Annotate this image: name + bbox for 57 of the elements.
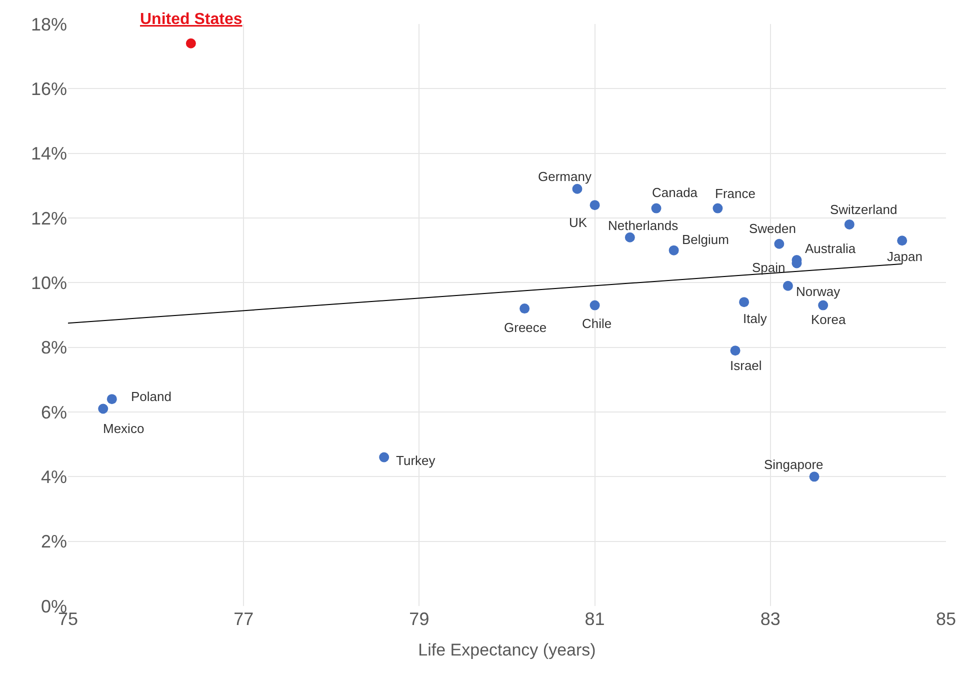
annotation: Israel xyxy=(730,358,762,373)
y-tick-label: 8% xyxy=(40,338,67,358)
annotation: United States xyxy=(140,11,242,28)
annotation: Switzerland xyxy=(830,202,898,217)
point xyxy=(624,232,635,242)
annotation: Singapore xyxy=(764,457,824,472)
annotation: Sweden xyxy=(749,221,796,236)
y-tick-label: 10% xyxy=(30,272,67,293)
x-tick-label: 85 xyxy=(936,609,956,629)
point xyxy=(774,238,784,249)
point xyxy=(712,203,723,214)
y-tick-label: 4% xyxy=(40,466,67,487)
y-tick-label: 18% xyxy=(30,14,67,34)
point xyxy=(897,236,908,246)
annotation: Mexico xyxy=(103,421,144,436)
point xyxy=(106,394,117,404)
point xyxy=(186,38,196,48)
x-tick-label: 79 xyxy=(409,609,430,629)
point xyxy=(844,219,854,230)
point xyxy=(572,184,582,194)
y-tick-label: 12% xyxy=(30,208,67,228)
annotation: Belgium xyxy=(682,232,729,247)
point xyxy=(782,280,793,291)
annotation: Canada xyxy=(652,185,698,200)
point xyxy=(818,300,828,310)
point xyxy=(809,472,820,482)
annotation: Japan xyxy=(887,249,922,264)
annotation: Poland xyxy=(131,389,172,404)
annotation: Korea xyxy=(811,312,846,327)
annotation: Australia xyxy=(805,241,856,256)
x-axis-title: Life Expectancy (years) xyxy=(418,640,596,660)
annotation: Germany xyxy=(538,169,592,184)
point xyxy=(730,346,740,356)
annotation: Chile xyxy=(582,316,612,331)
y-tick-label: 14% xyxy=(30,144,67,164)
y-tick-label: 2% xyxy=(40,532,67,552)
x-tick-label: 83 xyxy=(760,609,780,629)
point xyxy=(739,297,750,308)
annotation: Spain xyxy=(752,260,786,275)
point xyxy=(590,200,600,210)
point xyxy=(98,404,108,414)
annotation: Greece xyxy=(504,320,547,335)
annotation: France xyxy=(715,186,756,201)
y-tick-label: 6% xyxy=(40,402,67,422)
point xyxy=(379,452,390,462)
annotation: Italy xyxy=(743,311,768,326)
x-tick-label: 77 xyxy=(234,609,254,629)
point xyxy=(651,203,662,214)
point xyxy=(520,304,530,314)
x-tick-label: 81 xyxy=(584,609,605,629)
y-tick-label: 16% xyxy=(30,78,67,99)
annotation: UK xyxy=(569,215,588,230)
point xyxy=(590,300,600,310)
annotation: Turkey xyxy=(396,453,436,468)
annotation: Netherlands xyxy=(608,218,679,233)
annotation: Norway xyxy=(796,284,841,299)
point xyxy=(668,245,679,256)
